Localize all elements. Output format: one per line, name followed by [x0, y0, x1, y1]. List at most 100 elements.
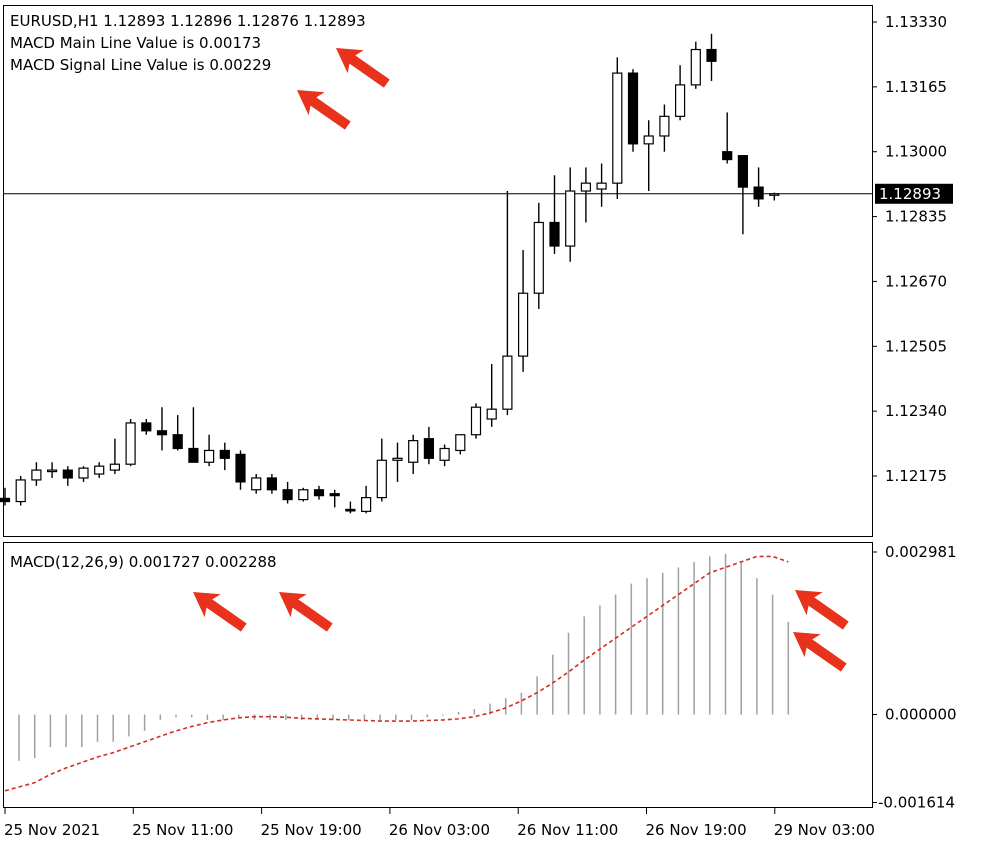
macd-panel-frame: [3, 542, 873, 808]
candle: [502, 191, 513, 416]
red-arrow-icon: [795, 590, 849, 630]
candle: [235, 450, 246, 490]
candle-body-bear: [235, 453, 246, 483]
candle: [565, 167, 576, 262]
candle: [690, 41, 701, 89]
candle-body-bull: [125, 422, 136, 465]
candle: [737, 155, 749, 235]
symbol-info-line: EURUSD,H1 1.12893 1.12896 1.12876 1.1289…: [10, 12, 366, 30]
candle-body-bull: [674, 84, 686, 117]
candle-body-bear: [329, 493, 340, 497]
candle: [659, 104, 670, 152]
candle-body-bear: [188, 447, 199, 463]
candle: [674, 65, 686, 121]
candle-body-bull: [251, 477, 262, 491]
price-tick-label: 1.13000: [885, 143, 947, 161]
macd-signal-value-comment: MACD Signal Line Value is 0.00229: [10, 56, 271, 74]
macd-histogram-series: [18, 553, 790, 761]
candle: [455, 434, 466, 455]
candle: [62, 466, 73, 486]
candle: [392, 442, 403, 482]
candle-body-bull: [517, 292, 529, 357]
time-axis: 25 Nov 2021 25 Nov 11:00 25 Nov 19:00 26 No…: [4, 808, 875, 839]
price-tick-label: 1.12505: [885, 337, 947, 355]
candle: [46, 462, 58, 478]
price-tick-label: 1.13330: [885, 13, 947, 31]
candle: [423, 426, 434, 465]
macd-axis: 0.002981 0.000000 -0.001614: [872, 543, 957, 811]
candle: [486, 363, 497, 427]
time-tick-label: 26 Nov 19:00: [646, 821, 747, 839]
candle-body-bear: [722, 151, 733, 161]
red-arrow-icon: [793, 632, 847, 672]
candle: [156, 407, 168, 451]
candle-body-bear: [313, 489, 325, 497]
price-tick-label: 1.12175: [885, 467, 947, 485]
candle-body-bull: [659, 115, 670, 137]
macd-main-value-comment: MACD Main Line Value is 0.00173: [10, 34, 261, 52]
price-panel-frame: [3, 5, 873, 537]
candle: [612, 57, 623, 199]
candle: [549, 175, 560, 254]
time-tick-label: 25 Nov 2021: [4, 821, 100, 839]
candle: [753, 167, 764, 207]
price-tick-label: 1.12340: [885, 402, 947, 420]
price-tick-label: 1.12670: [885, 272, 947, 290]
candle-body-bull: [580, 182, 592, 192]
candle: [470, 403, 482, 439]
candle-body-bear: [219, 449, 230, 459]
current-price-label: 1.12893: [879, 185, 941, 203]
candle: [172, 415, 183, 451]
annotation-arrows: [193, 48, 849, 672]
candle-body-bear: [141, 422, 152, 432]
candle: [298, 487, 309, 502]
candle-body-bull: [408, 440, 419, 463]
candle: [643, 120, 654, 192]
price-axis: 1.13330 1.13165 1.13000 1.12835 1.12670 1.125…: [4, 13, 953, 485]
candle-body-bull: [15, 479, 26, 503]
red-arrow-icon: [193, 592, 247, 632]
candle: [596, 163, 607, 207]
time-tick-label: 25 Nov 11:00: [132, 821, 233, 839]
candle: [517, 249, 529, 372]
candle-body-bull: [31, 469, 42, 481]
candle-body-bull: [769, 193, 780, 196]
candle-body-bull: [392, 457, 403, 461]
candle-body-bull: [46, 469, 58, 473]
candle: [188, 407, 199, 463]
candle-body-bull: [690, 48, 701, 86]
candle: [141, 419, 152, 435]
candle: [15, 476, 26, 506]
candle-body-bear: [549, 221, 560, 247]
macd-tick-label: 0.000000: [885, 706, 957, 724]
time-tick-label: 25 Nov 19:00: [261, 821, 362, 839]
candle-body-bear: [423, 438, 434, 459]
price-tick-label: 1.12835: [885, 208, 947, 226]
candle: [722, 112, 733, 164]
candle: [769, 192, 780, 201]
candle-body-bull: [533, 221, 544, 294]
candle-body-bull: [78, 467, 89, 479]
candle-body-bear: [0, 497, 11, 503]
candle: [219, 442, 230, 471]
macd-tick-label: 0.002981: [885, 543, 957, 561]
candle: [706, 33, 717, 81]
red-arrow-icon: [279, 592, 333, 632]
candle-body-bull: [643, 135, 654, 145]
candle-body-bull: [94, 465, 105, 475]
candle-body-bear: [62, 469, 73, 479]
time-tick-label: 26 Nov 03:00: [389, 821, 490, 839]
candle-body-bear: [172, 434, 183, 450]
candle: [439, 444, 450, 467]
candle-body-bull: [204, 449, 215, 463]
candle: [313, 485, 325, 500]
candle-body-bear: [737, 155, 749, 188]
candle: [627, 69, 639, 152]
candle: [329, 489, 340, 508]
candle-body-bull: [612, 72, 623, 184]
candle: [78, 466, 89, 482]
candle-body-bull: [298, 489, 309, 501]
candle: [533, 202, 544, 309]
candle-body-bull: [109, 463, 121, 471]
candle-body-bull: [470, 406, 482, 436]
